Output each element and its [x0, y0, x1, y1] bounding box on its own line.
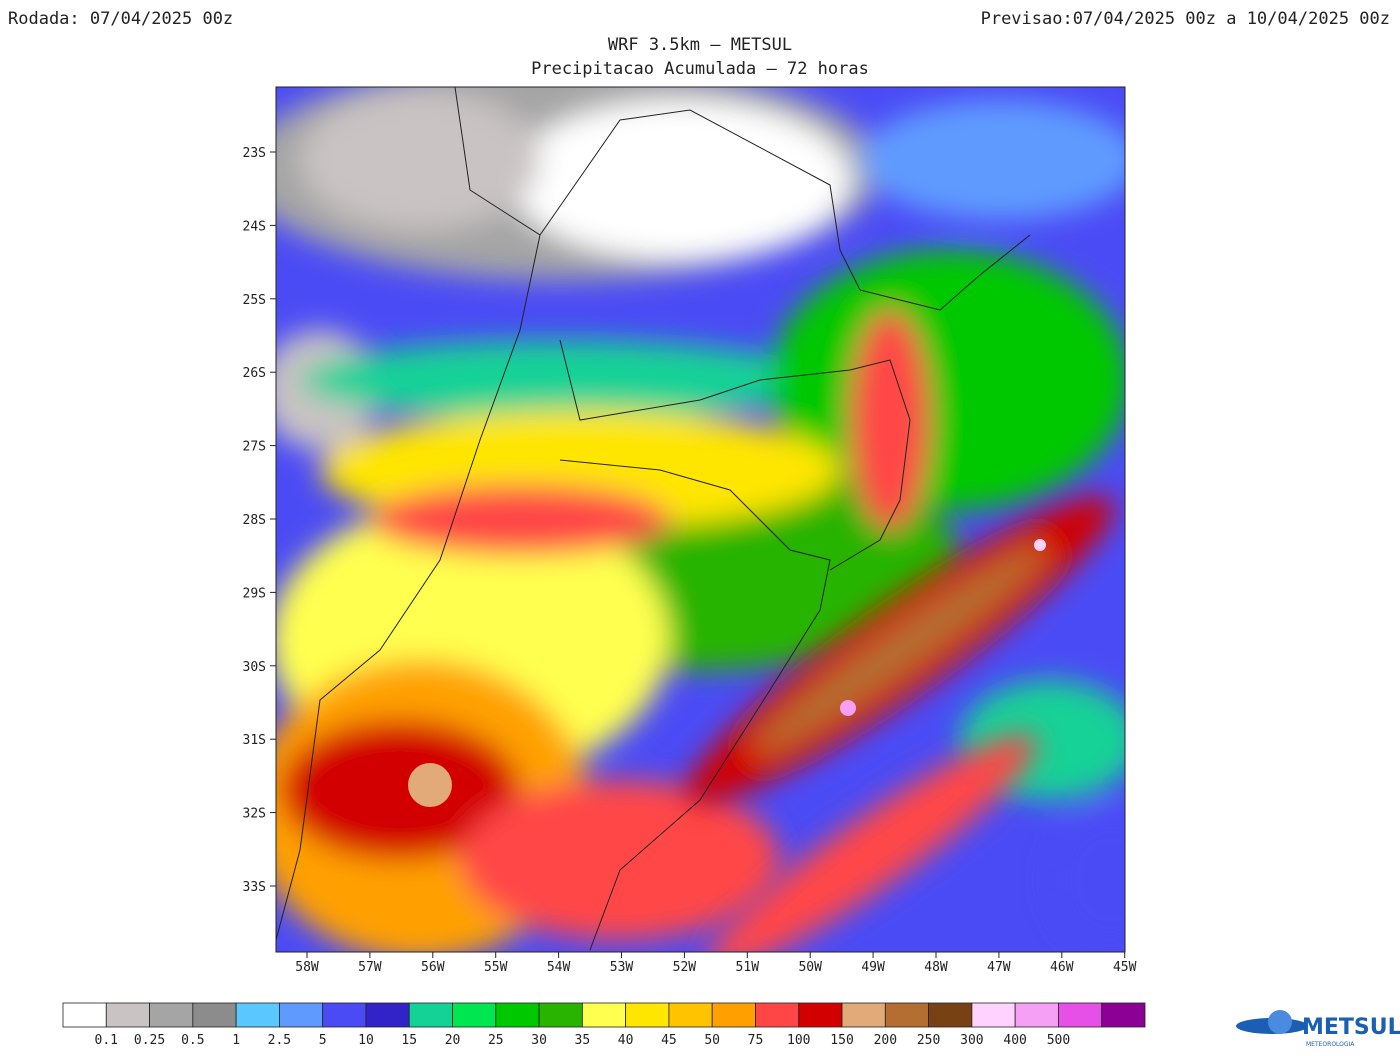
subtitle: Precipitacao Acumulada — 72 horas — [531, 59, 869, 79]
lon-label: 54W — [547, 960, 571, 975]
colorbar-label: 2.5 — [268, 1033, 291, 1048]
title: WRF 3.5km — METSUL — [608, 35, 792, 55]
colorbar-label: 40 — [618, 1033, 634, 1048]
colorbar-label: 50 — [704, 1033, 720, 1048]
lon-label: 53W — [610, 960, 634, 975]
colorbar-label: 0.5 — [181, 1033, 204, 1048]
colorbar-box — [1058, 1002, 1103, 1028]
colorbar-box — [452, 1002, 497, 1028]
colorbar-box — [1014, 1002, 1059, 1028]
colorbar-box — [322, 1002, 367, 1028]
colorbar-box — [538, 1002, 583, 1028]
lat-label: 26S — [243, 366, 266, 381]
colorbar-box — [105, 1002, 150, 1028]
lat-label: 23S — [243, 146, 266, 161]
colorbar-box — [365, 1002, 410, 1028]
lon-label: 50W — [798, 960, 822, 975]
colorbar-box — [884, 1002, 930, 1028]
lat-label: 32S — [243, 807, 266, 822]
lon-label: 45W — [1113, 960, 1137, 975]
logo: METSUL METEOROLOGIA — [1236, 1010, 1400, 1048]
lat-label: 29S — [243, 586, 266, 601]
colorbar-box — [1101, 1002, 1146, 1028]
lon-label: 51W — [736, 960, 760, 975]
colorbar-label: 100 — [787, 1033, 810, 1048]
colorbar-label: 20 — [445, 1033, 461, 1048]
colorbar-box — [581, 1002, 627, 1028]
colorbar-label: 30 — [531, 1033, 547, 1048]
colorbar-box — [408, 1002, 453, 1028]
lon-labels: 58W 57W 56W 55W 54W 53W 52W 51W 50W 49W 48W 47W 46W 4… — [295, 952, 1137, 975]
colorbar-label: 5 — [319, 1033, 327, 1048]
colorbar-box — [711, 1002, 756, 1028]
lon-label: 56W — [421, 960, 445, 975]
lon-label: 57W — [358, 960, 382, 975]
colorbar: 0.1 0.25 0.5 1 2.5 5 10 15 20 25 30 35 40 45 50 75 100 15… — [62, 1002, 1146, 1048]
colorbar-box — [149, 1002, 194, 1028]
lat-label: 27S — [243, 440, 266, 455]
precip-field — [276, 87, 1125, 952]
colorbar-box — [192, 1002, 237, 1028]
logo-tagline: METEOROLOGIA — [1306, 1041, 1355, 1048]
colorbar-box — [62, 1002, 107, 1028]
colorbar-box — [625, 1002, 670, 1028]
colorbar-label: 250 — [917, 1033, 940, 1048]
lat-label: 24S — [243, 219, 266, 234]
colorbar-label: 25 — [488, 1033, 504, 1048]
colorbar-label: 10 — [358, 1033, 374, 1048]
lat-label: 28S — [243, 513, 266, 528]
lat-label: 30S — [243, 660, 266, 675]
colorbar-label: 0.25 — [134, 1033, 165, 1048]
colorbar-label: 300 — [960, 1033, 983, 1048]
colorbar-label: 1 — [232, 1033, 240, 1048]
colorbar-box — [841, 1002, 886, 1028]
colorbar-box — [798, 1002, 843, 1028]
colorbar-label: 45 — [661, 1033, 677, 1048]
lat-labels: 23S 24S 25S 26S 27S 28S 29S 30S 31S 32S 33S — [243, 146, 276, 895]
colorbar-label: 0.1 — [95, 1033, 118, 1048]
lon-label: 58W — [295, 960, 319, 975]
logo-name: METSUL — [1302, 1015, 1400, 1040]
colorbar-box — [928, 1002, 973, 1028]
colorbar-box — [278, 1002, 324, 1028]
colorbar-box — [668, 1002, 713, 1028]
colorbar-label: 150 — [830, 1033, 853, 1048]
colorbar-label: 400 — [1003, 1033, 1026, 1048]
colorbar-label: 35 — [575, 1033, 591, 1048]
colorbar-label: 15 — [401, 1033, 417, 1048]
colorbar-box — [755, 1002, 800, 1028]
lon-label: 49W — [861, 960, 885, 975]
colorbar-label: 75 — [748, 1033, 764, 1048]
lon-label: 52W — [673, 960, 697, 975]
forecast-period: Previsao:07/04/2025 00z a 10/04/2025 00z — [981, 9, 1390, 29]
colorbar-box — [495, 1002, 540, 1028]
lon-label: 55W — [484, 960, 508, 975]
lat-label: 25S — [243, 293, 266, 308]
lat-label: 33S — [243, 880, 266, 895]
lat-label: 31S — [243, 733, 266, 748]
colorbar-label: 500 — [1047, 1033, 1070, 1048]
colorbar-box — [971, 1002, 1016, 1028]
lon-label: 46W — [1050, 960, 1074, 975]
colorbar-box — [235, 1002, 280, 1028]
lon-label: 47W — [987, 960, 1011, 975]
lon-label: 48W — [924, 960, 948, 975]
run-time: Rodada: 07/04/2025 00z — [8, 9, 233, 29]
colorbar-label: 200 — [874, 1033, 897, 1048]
